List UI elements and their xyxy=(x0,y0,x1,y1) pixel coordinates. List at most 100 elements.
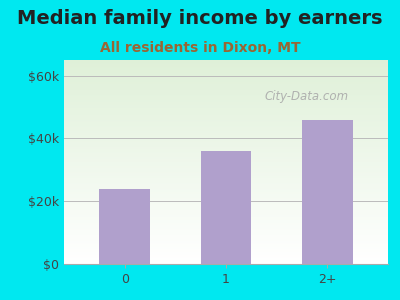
Bar xyxy=(64,252,388,253)
Bar xyxy=(64,125,388,126)
Bar xyxy=(64,149,388,150)
Bar xyxy=(64,182,388,183)
Bar xyxy=(64,140,388,141)
Bar xyxy=(64,144,388,145)
Bar xyxy=(64,127,388,128)
Bar xyxy=(64,119,388,120)
Bar xyxy=(64,65,388,66)
Bar xyxy=(64,190,388,192)
Bar xyxy=(64,233,388,234)
Text: City-Data.com: City-Data.com xyxy=(265,90,349,103)
Bar xyxy=(64,96,388,97)
Bar xyxy=(64,246,388,247)
Bar xyxy=(64,250,388,251)
Bar xyxy=(64,173,388,174)
Bar xyxy=(64,159,388,160)
Bar xyxy=(64,184,388,185)
Bar xyxy=(64,93,388,94)
Bar xyxy=(64,76,388,77)
Bar xyxy=(64,81,388,83)
Bar xyxy=(64,130,388,131)
Bar xyxy=(64,161,388,162)
Bar xyxy=(64,99,388,100)
Bar xyxy=(64,194,388,195)
Bar xyxy=(64,77,388,78)
Bar xyxy=(64,72,388,73)
Bar xyxy=(64,203,388,204)
Bar xyxy=(64,197,388,198)
Bar xyxy=(64,196,388,197)
Bar xyxy=(64,85,388,86)
Bar xyxy=(64,120,388,121)
Bar xyxy=(64,124,388,125)
Bar xyxy=(64,202,388,203)
Bar xyxy=(64,224,388,225)
Bar xyxy=(64,165,388,166)
Bar xyxy=(64,214,388,215)
Bar xyxy=(64,151,388,152)
Bar xyxy=(64,167,388,168)
Bar xyxy=(64,94,388,95)
Bar xyxy=(64,121,388,122)
Bar xyxy=(64,256,388,257)
Bar xyxy=(64,152,388,153)
Bar xyxy=(64,63,388,64)
Bar xyxy=(64,129,388,130)
Bar xyxy=(64,262,388,263)
Bar xyxy=(64,211,388,212)
Bar xyxy=(64,80,388,81)
Bar xyxy=(64,253,388,254)
Bar xyxy=(64,243,388,244)
Bar xyxy=(64,185,388,187)
Bar xyxy=(64,210,388,211)
Bar xyxy=(64,74,388,75)
Bar xyxy=(64,158,388,159)
Bar xyxy=(64,115,388,116)
Bar xyxy=(64,168,388,169)
Bar xyxy=(64,170,388,171)
Bar xyxy=(64,150,388,151)
Bar xyxy=(64,213,388,214)
Bar xyxy=(64,231,388,232)
Bar xyxy=(64,217,388,218)
Bar xyxy=(64,192,388,193)
Bar xyxy=(64,126,388,127)
Bar xyxy=(64,111,388,112)
Bar xyxy=(64,171,388,172)
Bar xyxy=(64,225,388,226)
Text: Median family income by earners: Median family income by earners xyxy=(17,9,383,28)
Bar xyxy=(64,103,388,104)
Bar xyxy=(64,236,388,238)
Bar xyxy=(64,222,388,223)
Bar xyxy=(64,164,388,165)
Bar xyxy=(64,255,388,256)
Text: All residents in Dixon, MT: All residents in Dixon, MT xyxy=(100,40,300,55)
Bar xyxy=(64,178,388,179)
Bar xyxy=(64,176,388,177)
Bar xyxy=(64,146,388,147)
Bar xyxy=(64,260,388,261)
Bar xyxy=(64,97,388,98)
Bar xyxy=(64,112,388,113)
Bar xyxy=(64,221,388,222)
Bar xyxy=(64,114,388,115)
Bar xyxy=(64,134,388,136)
Bar xyxy=(64,249,388,250)
Bar xyxy=(64,195,388,196)
Bar xyxy=(64,238,388,239)
Bar xyxy=(64,229,388,230)
Bar xyxy=(64,156,388,157)
Bar xyxy=(64,108,388,109)
Bar xyxy=(64,67,388,68)
Bar xyxy=(64,117,388,118)
Bar xyxy=(64,131,388,132)
Bar xyxy=(64,227,388,228)
Bar xyxy=(64,193,388,194)
Bar xyxy=(64,207,388,208)
Bar xyxy=(64,109,388,110)
Bar xyxy=(64,90,388,91)
Bar xyxy=(64,188,388,190)
Bar xyxy=(64,83,388,85)
Bar xyxy=(64,62,388,63)
Bar xyxy=(64,148,388,149)
